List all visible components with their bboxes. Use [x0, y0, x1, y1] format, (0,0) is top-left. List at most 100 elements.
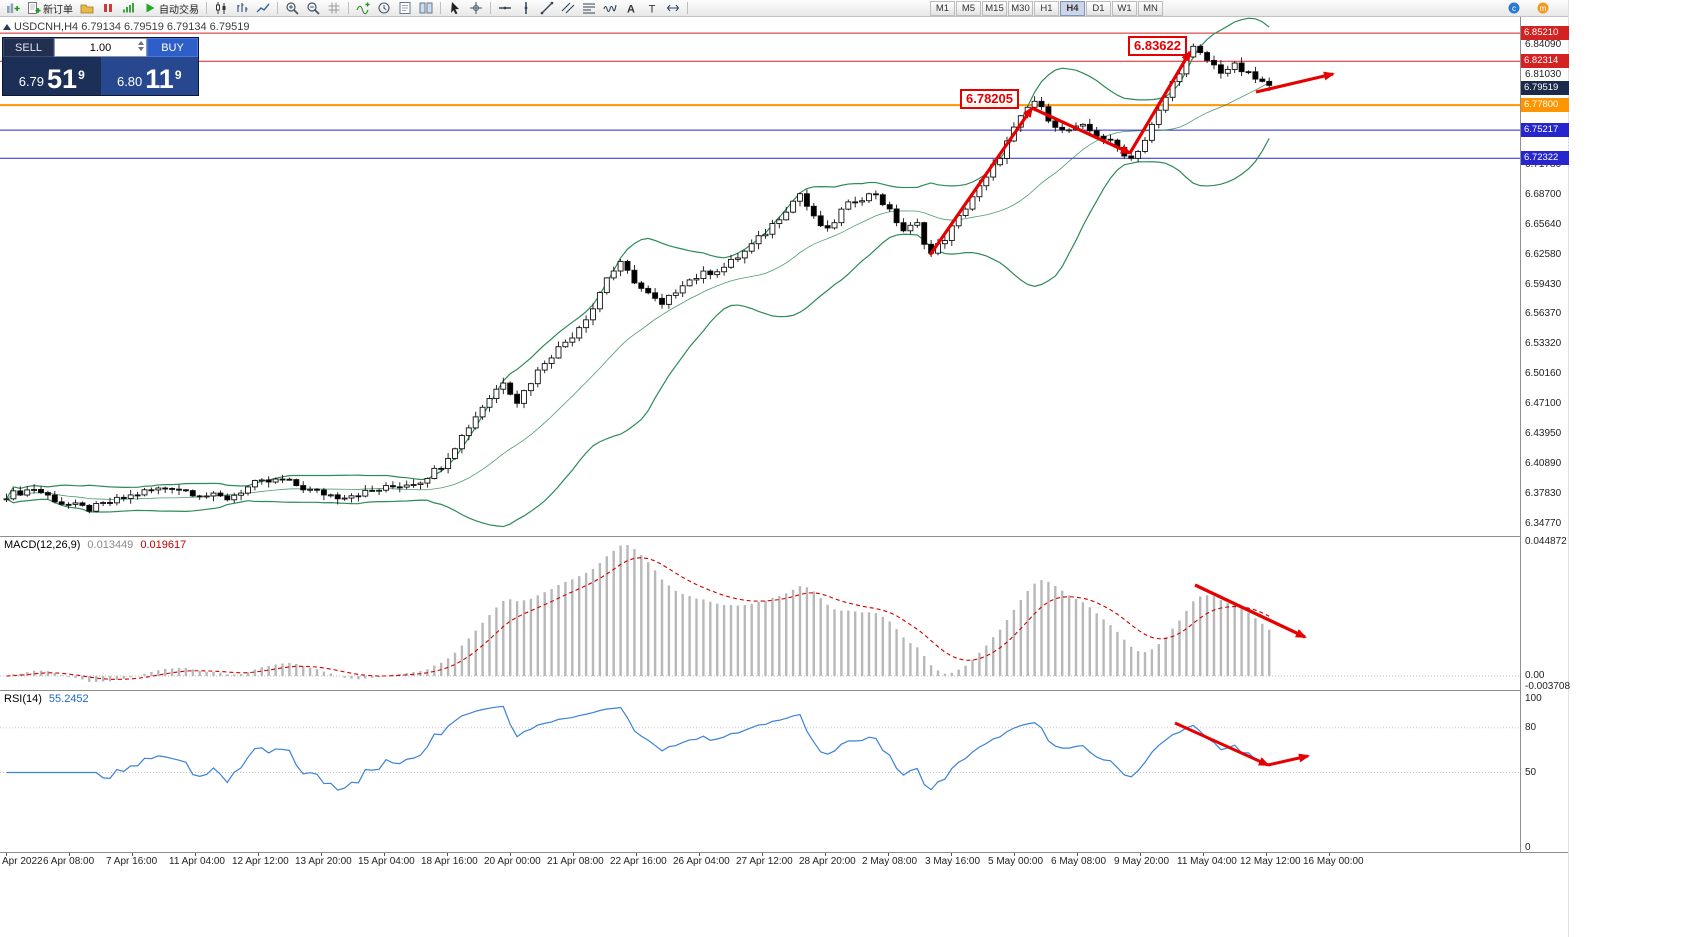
macd-canvas[interactable]	[0, 537, 1520, 690]
macd-value-signal: 0.019617	[140, 539, 187, 551]
price-level-badge[interactable]: 6.85210	[1521, 26, 1569, 41]
fibo-icon	[582, 1, 596, 15]
time-axis[interactable]: Apr 2022 6 Apr 08:00 7 Apr 16:00 11 Apr 04:…	[0, 853, 1568, 869]
timeframe-mn[interactable]: MN	[1138, 0, 1163, 16]
wave-tool[interactable]	[600, 1, 620, 16]
time-tick	[1140, 853, 1141, 856]
svg-text:A: A	[627, 4, 635, 16]
price-chart-canvas[interactable]	[0, 17, 1520, 536]
one-click-panel-toggle[interactable]	[3, 24, 11, 30]
chart-templates[interactable]	[395, 1, 415, 16]
stepper-down-icon[interactable]	[138, 47, 144, 51]
tile-windows[interactable]	[416, 1, 436, 16]
panel-separator[interactable]	[0, 536, 1568, 537]
price-level-badge[interactable]: 6.77800	[1521, 98, 1569, 113]
horizontal-line-tool[interactable]	[495, 1, 515, 16]
price-level-badge[interactable]: 6.75217	[1521, 123, 1569, 138]
ask-price-sup: 9	[174, 68, 182, 82]
time-label: 6 May 08:00	[1051, 856, 1107, 867]
market[interactable]: m	[1533, 1, 1553, 16]
timeframe-m5[interactable]: M5	[956, 0, 981, 16]
auto-trading-label: 自动交易	[159, 4, 199, 16]
zoom-out[interactable]	[303, 1, 323, 16]
macd-tick: -0.003708	[1525, 681, 1571, 692]
zoom-out-icon	[306, 1, 320, 15]
signal-icon	[122, 1, 136, 15]
fibonacci-tool[interactable]	[579, 1, 599, 16]
panel-separator[interactable]	[0, 690, 1568, 691]
equidistant-channel-tool[interactable]	[558, 1, 578, 16]
candle-icon	[214, 1, 228, 15]
barchart-icon	[235, 1, 249, 15]
bid-price-big: 51	[47, 64, 78, 94]
timeframe-w1[interactable]: W1	[1112, 0, 1137, 16]
time-tick	[258, 853, 259, 856]
time-tick	[1266, 853, 1267, 856]
macd-tick: 0.044872	[1525, 536, 1567, 547]
volume-input[interactable]: 1.00	[54, 38, 147, 57]
auto-trading[interactable]: 自动交易	[140, 1, 202, 16]
time-label: 9 May 20:00	[1114, 856, 1170, 867]
tile-icon	[419, 1, 433, 15]
zoom-in[interactable]	[282, 1, 302, 16]
macd-label: MACD(12,26,9) 0.013449 0.019617	[4, 539, 186, 551]
toggle-grid[interactable]	[324, 1, 344, 16]
clock-icon	[377, 1, 391, 15]
time-tick	[699, 853, 700, 856]
trendline-tool[interactable]	[537, 1, 557, 16]
bar-chart-view[interactable]	[232, 1, 252, 16]
chart-area[interactable]: USDCNH,H4 6.79134 6.79519 6.79134 6.7951…	[0, 17, 1520, 536]
mql5-community[interactable]: c	[1504, 1, 1524, 16]
bid-price[interactable]: 6.79 51 9	[3, 57, 101, 95]
sell-button[interactable]: SELL	[3, 38, 54, 57]
rsi-canvas[interactable]	[0, 691, 1520, 852]
zoom-in-icon	[285, 1, 299, 15]
text-label-tool[interactable]: T	[642, 1, 662, 16]
signals[interactable]	[119, 1, 139, 16]
new-chart[interactable]	[3, 1, 23, 16]
price-annotation-label[interactable]: 6.83622	[1128, 36, 1187, 56]
new-order[interactable]: 新订单	[24, 1, 76, 16]
text-tool[interactable]: A	[621, 1, 641, 16]
line-chart-view[interactable]	[253, 1, 273, 16]
panel-separator	[0, 852, 1568, 853]
crosshair-tool[interactable]	[466, 1, 486, 16]
price-level-badge[interactable]: 6.82314	[1521, 54, 1569, 69]
time-label: 20 Apr 00:00	[484, 856, 541, 867]
timeframe-m15[interactable]: M15	[982, 0, 1007, 16]
price-tick: 6.34770	[1525, 518, 1562, 530]
wave-icon	[603, 1, 617, 15]
toolbar-separator	[687, 2, 688, 14]
macd-panel[interactable]: MACD(12,26,9) 0.013449 0.019617	[0, 537, 1520, 690]
buy-button[interactable]: BUY	[147, 38, 198, 57]
trendline-icon	[540, 1, 554, 15]
linechart-icon	[256, 1, 270, 15]
folder-icon	[80, 1, 94, 15]
pause-test[interactable]	[98, 1, 118, 16]
cursor-tool[interactable]	[445, 1, 465, 16]
time-label: 21 Apr 08:00	[547, 856, 604, 867]
price-annotation-label[interactable]: 6.78205	[960, 89, 1019, 109]
timeframe-h1[interactable]: H1	[1034, 0, 1059, 16]
time-label: 5 May 00:00	[988, 856, 1044, 867]
time-tick	[510, 853, 511, 856]
insert-indicator[interactable]	[353, 1, 373, 16]
circle-orange-icon: m	[1536, 1, 1550, 15]
time-tick	[69, 853, 70, 856]
price-scale[interactable]: 6.840906.810306.779706.749106.717806.687…	[1520, 17, 1571, 853]
ask-price[interactable]: 6.80 11 9	[100, 57, 198, 95]
candlestick-view[interactable]	[211, 1, 231, 16]
vertical-line-tool[interactable]	[516, 1, 536, 16]
timeframe-h4[interactable]: H4	[1060, 0, 1085, 16]
arrows-tool[interactable]	[663, 1, 683, 16]
rsi-panel[interactable]: RSI(14) 55.2452	[0, 691, 1520, 852]
profiles[interactable]	[77, 1, 97, 16]
timeframe-m30[interactable]: M30	[1008, 0, 1033, 16]
price-level-badge[interactable]: 6.72322	[1521, 151, 1569, 166]
textA-icon: A	[624, 1, 638, 16]
timeframe-d1[interactable]: D1	[1086, 0, 1111, 16]
timeframe-m1[interactable]: M1	[930, 0, 955, 16]
auto-scroll[interactable]	[374, 1, 394, 16]
stepper-up-icon[interactable]	[138, 41, 144, 45]
volume-stepper[interactable]	[138, 41, 144, 51]
